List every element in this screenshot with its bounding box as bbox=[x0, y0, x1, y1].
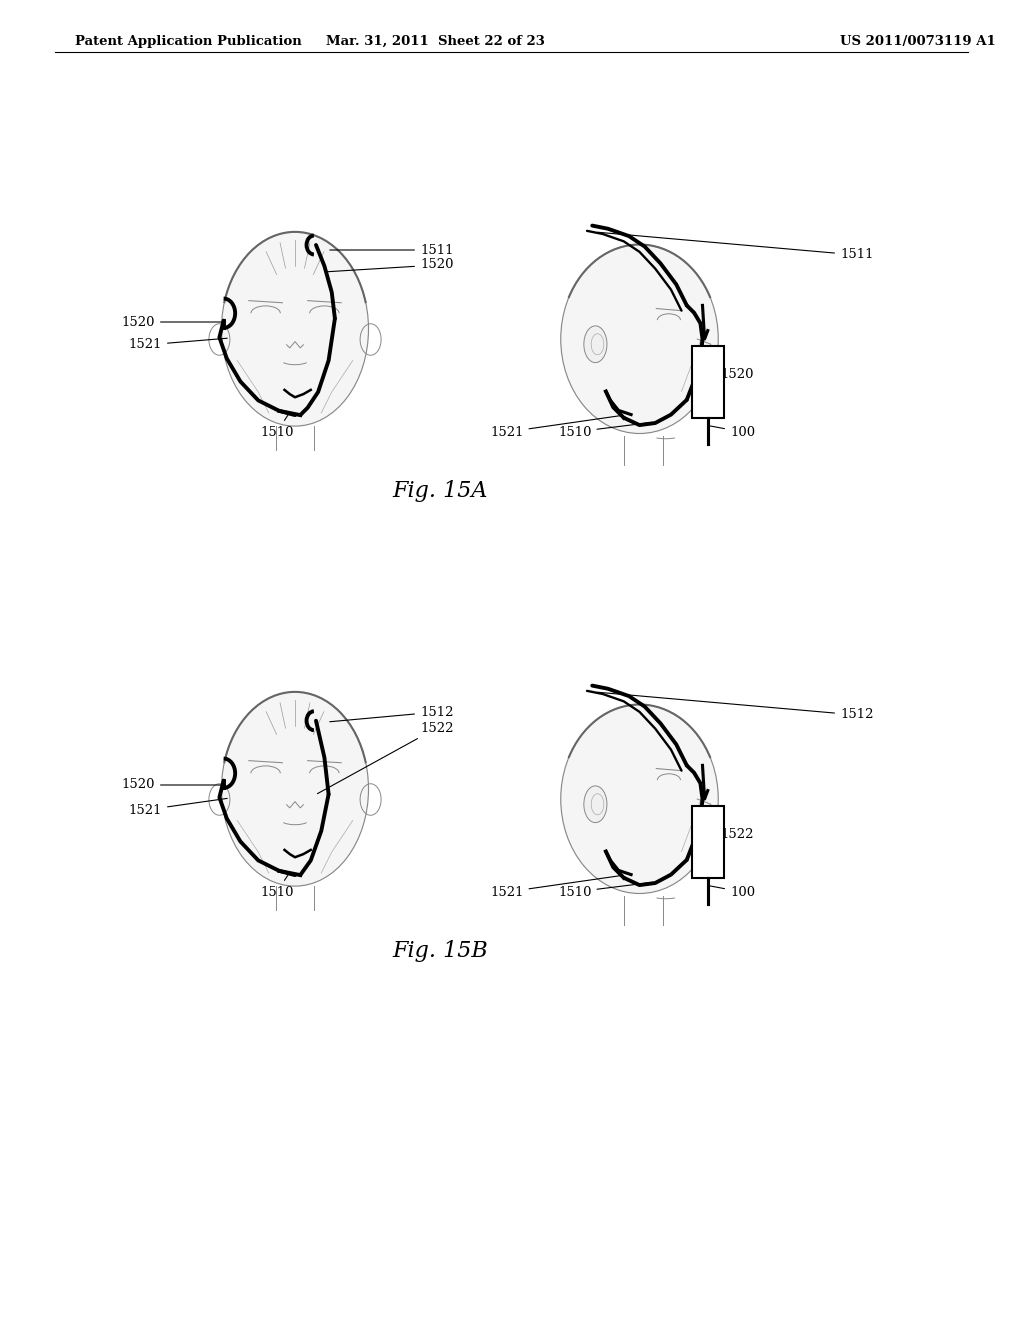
FancyBboxPatch shape bbox=[692, 807, 724, 878]
Ellipse shape bbox=[584, 785, 607, 822]
FancyBboxPatch shape bbox=[692, 346, 724, 417]
Text: 1520: 1520 bbox=[122, 315, 224, 329]
Text: 1520: 1520 bbox=[326, 259, 454, 272]
Text: 1510: 1510 bbox=[558, 882, 652, 899]
Text: 1520: 1520 bbox=[708, 368, 754, 381]
Text: Mar. 31, 2011  Sheet 22 of 23: Mar. 31, 2011 Sheet 22 of 23 bbox=[326, 36, 545, 48]
Text: 1520: 1520 bbox=[122, 779, 224, 792]
Text: 1511: 1511 bbox=[598, 232, 873, 261]
Text: 1510: 1510 bbox=[260, 414, 294, 438]
Text: 1522: 1522 bbox=[317, 722, 454, 793]
Text: Patent Application Publication: Patent Application Publication bbox=[75, 36, 302, 48]
Text: US 2011/0073119 A1: US 2011/0073119 A1 bbox=[840, 36, 995, 48]
Text: Fig. 15B: Fig. 15B bbox=[392, 940, 487, 962]
Text: 1521: 1521 bbox=[128, 338, 227, 351]
Text: 1510: 1510 bbox=[260, 874, 294, 899]
Text: Fig. 15A: Fig. 15A bbox=[392, 480, 487, 502]
Text: 100: 100 bbox=[708, 425, 755, 438]
Text: 1521: 1521 bbox=[128, 799, 227, 817]
Text: 1512: 1512 bbox=[598, 692, 873, 722]
Text: 1521: 1521 bbox=[490, 875, 623, 899]
Ellipse shape bbox=[561, 244, 718, 433]
Text: 1512: 1512 bbox=[330, 705, 454, 722]
Text: 1522: 1522 bbox=[708, 829, 754, 842]
Text: 1510: 1510 bbox=[558, 422, 652, 438]
Ellipse shape bbox=[221, 692, 369, 886]
Ellipse shape bbox=[561, 705, 718, 894]
Text: 100: 100 bbox=[708, 886, 755, 899]
Ellipse shape bbox=[584, 326, 607, 363]
Ellipse shape bbox=[221, 232, 369, 426]
Text: 1511: 1511 bbox=[330, 243, 454, 256]
Text: 1521: 1521 bbox=[490, 416, 623, 438]
